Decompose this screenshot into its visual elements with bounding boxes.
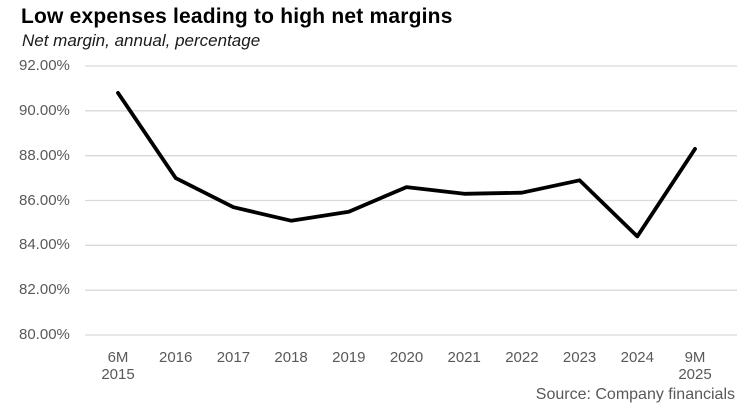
chart-title: Low expenses leading to high net margins: [21, 5, 453, 28]
x-axis-tick-label: 2018: [274, 349, 308, 366]
x-axis-tick-label: 6M 2015: [101, 349, 135, 383]
source-note: Source: Company financials: [535, 386, 735, 403]
net-margin-line: [116, 91, 697, 239]
x-axis-tick-label: 2016: [159, 349, 193, 366]
x-axis-tick-label: 2021: [447, 349, 481, 366]
y-axis-tick-label: 90.00%: [19, 101, 70, 119]
y-axis-tick-label: 82.00%: [19, 281, 70, 299]
x-axis-tick-label: 2020: [389, 349, 424, 366]
y-axis-tick-label: 86.00%: [19, 191, 70, 209]
x-axis-tick-label: 9M 2025: [678, 349, 712, 383]
y-axis-tick-label: 80.00%: [19, 326, 70, 343]
chart-subtitle: Net margin, annual, percentage: [22, 31, 261, 50]
x-axis-tick-label: 2022: [505, 349, 539, 366]
y-axis-tick-label: 92.00%: [19, 57, 70, 74]
y-axis-tick-label: 88.00%: [19, 146, 70, 164]
y-axis-tick-label: 84.00%: [19, 236, 70, 254]
x-axis-tick-label: 2023: [562, 349, 597, 366]
x-axis-tick-label: 2017: [216, 349, 251, 366]
x-axis-tick-label: 2024: [620, 349, 654, 366]
x-axis-tick-label: 2019: [332, 349, 366, 366]
